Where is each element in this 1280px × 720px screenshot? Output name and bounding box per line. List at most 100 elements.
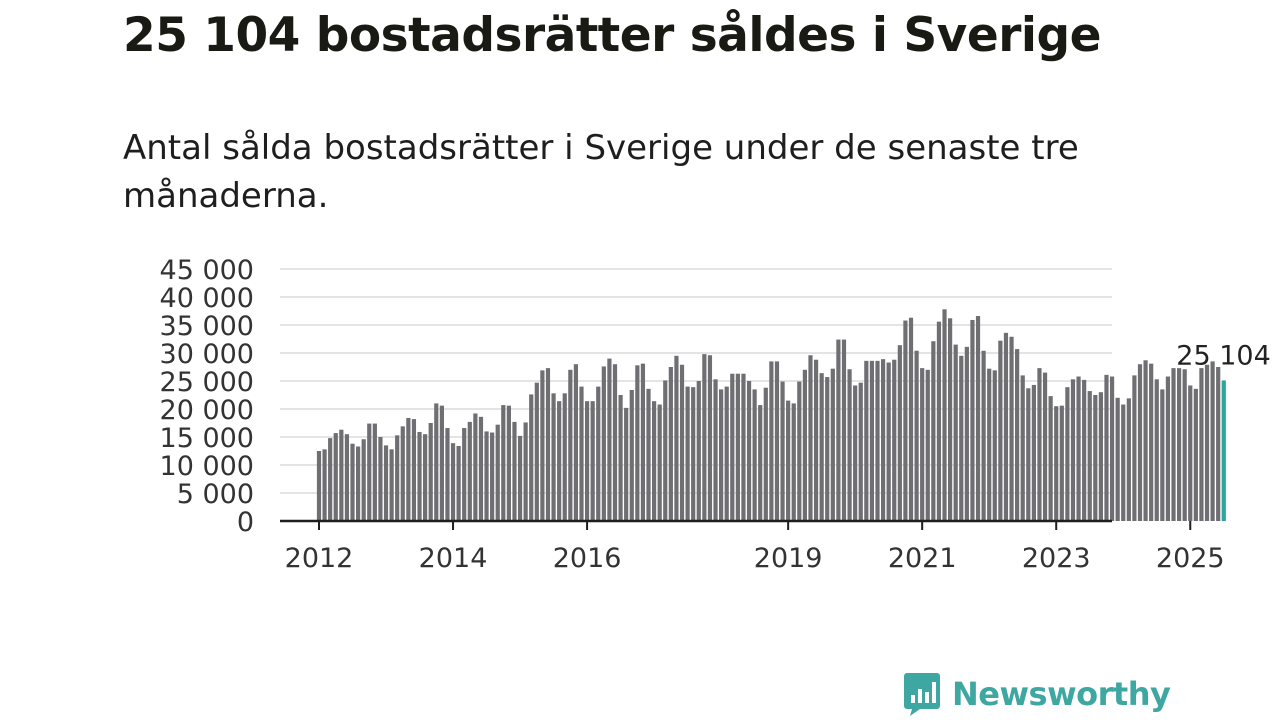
bar [780,381,785,521]
bar [936,321,942,521]
bar [456,445,461,521]
bar [903,320,908,521]
bar [914,350,919,521]
bar [445,428,450,521]
bar [920,368,925,521]
bar [797,381,802,521]
x-tick-label: 2014 [419,543,488,574]
bar [696,381,701,521]
y-tick-label: 15 000 [160,423,254,454]
bar [931,341,936,521]
bar [1048,396,1053,521]
bar [724,386,729,521]
bar [640,363,646,521]
x-tick-label: 2021 [888,543,957,574]
bar [322,449,327,521]
bar [333,433,338,521]
bar [411,419,417,521]
bar [596,386,601,521]
bar [1204,364,1210,521]
bar [1042,372,1048,521]
bar [383,445,389,521]
bar [484,431,489,521]
bar [1216,367,1221,521]
y-tick-label: 25 000 [160,367,254,398]
bar [1149,363,1154,521]
x-tick-label: 2016 [553,543,622,574]
bar [406,417,411,521]
bar [395,435,400,521]
bar [1059,405,1064,521]
bar [629,389,634,521]
bar-series [316,309,1226,521]
brand-name: Newsworthy [952,675,1171,713]
y-tick-label: 10 000 [160,451,254,482]
y-tick-label: 35 000 [160,311,254,342]
y-tick-label: 30 000 [160,339,254,370]
bar [746,381,752,521]
bar [635,365,640,521]
bar [702,354,707,521]
bar [741,373,746,521]
bar [880,359,886,521]
bar [825,377,830,521]
bar [316,451,322,521]
bar [495,424,500,521]
y-tick-label: 45 000 [160,255,254,286]
bar [707,355,713,521]
bar [1126,398,1131,521]
bar [478,416,484,521]
bar [953,344,958,521]
bar [607,358,612,521]
bar [1104,374,1109,521]
bar [1132,375,1137,521]
bar [719,389,724,521]
bar [344,434,350,521]
bar [590,401,595,521]
newsworthy-brand: Newsworthy [902,670,1171,718]
bar [998,340,1003,521]
bar [735,373,740,521]
bar [1121,404,1126,521]
y-tick-label: 20 000 [160,395,254,426]
bar [1098,392,1103,521]
bar [367,423,372,521]
bar [948,318,953,521]
bar [1026,388,1031,521]
bar [568,369,573,521]
bar [1115,397,1120,521]
bar [769,361,774,521]
bar [534,382,539,521]
bar [875,360,880,521]
bar [1009,336,1014,521]
bar [439,405,444,521]
bar [657,404,662,521]
bar [545,368,551,521]
bar [674,355,679,521]
bar [1154,379,1159,521]
bar [992,370,997,521]
bar [618,395,623,521]
bar [1076,376,1081,521]
bar [512,421,517,521]
bar [1171,368,1176,521]
bar [802,369,807,521]
bar [434,403,439,521]
bar [372,423,377,521]
y-tick-label: 0 [237,507,254,538]
bar [1087,391,1092,521]
last-value-label: 25 104 [1176,340,1270,371]
bar [506,405,511,521]
bar [841,339,847,521]
bar [1037,368,1042,521]
bar [573,364,579,521]
bar [830,368,835,521]
bar [339,429,344,521]
bar [417,431,422,521]
chart-subtitle: Antal sålda bostadsrätter i Sverige unde… [123,128,1079,216]
bar [836,339,841,521]
bar [942,309,947,521]
x-tick-label: 2019 [754,543,823,574]
bar [970,319,975,521]
